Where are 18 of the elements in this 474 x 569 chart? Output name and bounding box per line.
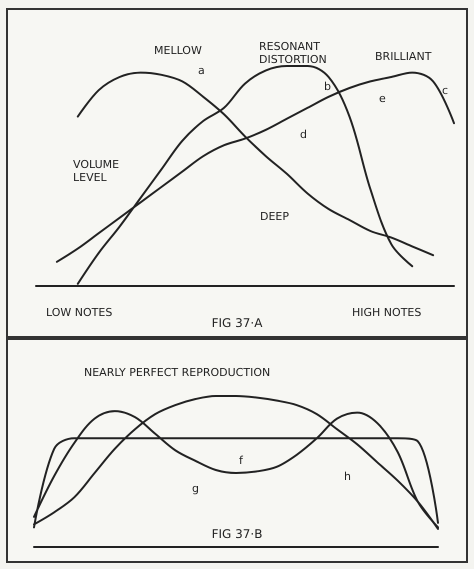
annotation: h (344, 470, 351, 483)
annotation: RESONANT DISTORTION (259, 40, 327, 66)
annotation: b (324, 80, 331, 93)
text: HIGH NOTES (352, 306, 422, 319)
text: NEARLY PERFECT REPRODUCTION (84, 366, 270, 379)
text: BRILLIANT (375, 50, 432, 63)
text: MELLOW (154, 44, 202, 57)
annotation: c (442, 84, 448, 97)
annotation: d (300, 128, 307, 141)
text: LOW NOTES (46, 306, 112, 319)
annotation: DEEP (260, 210, 290, 223)
annotation: f (239, 454, 244, 467)
annotation: a (198, 64, 205, 77)
text: FIG 37·B (212, 527, 262, 541)
annotation: g (192, 482, 199, 495)
text: FIG 37·A (212, 316, 264, 330)
annotation: e (379, 92, 386, 105)
annotation: VOLUME LEVEL (73, 158, 123, 184)
